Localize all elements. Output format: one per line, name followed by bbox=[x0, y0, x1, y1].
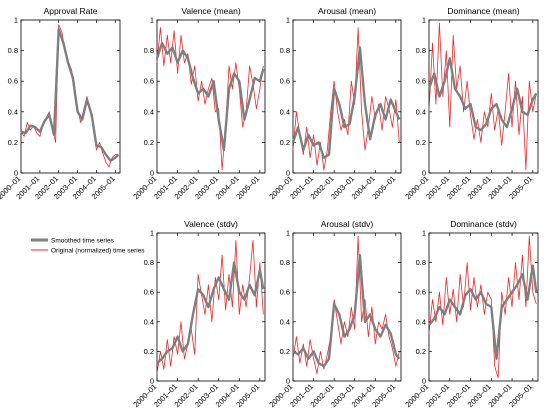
series-line-smoothed bbox=[155, 41, 265, 152]
panel-title: Dominance (mean) bbox=[447, 6, 519, 16]
series-line-smoothed bbox=[156, 261, 265, 365]
y-tick-label: 0.2 bbox=[280, 347, 290, 356]
chart-panel: Valence (stdv)00.20.40.60.812000–012001–… bbox=[131, 219, 266, 409]
y-tick-label: 0 bbox=[150, 169, 154, 178]
y-tick-label: 0.8 bbox=[416, 258, 426, 267]
plot-frame bbox=[20, 19, 121, 174]
y-tick-label: 0 bbox=[422, 169, 426, 178]
y-tick-label: 0.2 bbox=[416, 138, 426, 147]
y-tick-label: 0.6 bbox=[144, 288, 154, 297]
series-line-smoothed bbox=[291, 46, 401, 159]
chart-panel: Valence (mean)00.20.40.60.812000–012001–… bbox=[131, 6, 266, 201]
y-tick-label: 1 bbox=[286, 16, 290, 25]
legend-label-smoothed: Smoothed time series bbox=[51, 238, 115, 245]
legend-label-original: Original (normalized) time series bbox=[51, 248, 145, 255]
chart-panel: Approval Rate00.20.40.60.812000–012001–0… bbox=[0, 6, 121, 201]
series-line-smoothed bbox=[20, 28, 120, 163]
y-tick-label: 0.2 bbox=[144, 138, 154, 147]
legend: Smoothed time series Original (normalize… bbox=[26, 232, 145, 256]
series-line-original bbox=[428, 235, 537, 379]
y-tick-label: 0.8 bbox=[8, 46, 18, 55]
series-line-smoothed bbox=[292, 253, 401, 368]
chart-panel: Arousal (mean)00.20.40.60.812000–012001–… bbox=[267, 6, 402, 201]
y-tick-label: 0.8 bbox=[144, 258, 154, 267]
panel-title: Dominance (stdv) bbox=[450, 219, 517, 229]
y-tick-label: 0.2 bbox=[8, 138, 18, 147]
series-line-smoothed bbox=[428, 264, 538, 360]
y-tick-label: 0.6 bbox=[280, 77, 290, 86]
panel-title: Arousal (mean) bbox=[318, 6, 376, 16]
y-tick-label: 1 bbox=[422, 229, 426, 238]
y-tick-label: 0 bbox=[286, 377, 290, 386]
y-tick-label: 0.6 bbox=[144, 77, 154, 86]
y-tick-label: 0.4 bbox=[280, 107, 290, 116]
y-tick-label: 0.6 bbox=[8, 77, 18, 86]
y-tick-label: 0.8 bbox=[280, 258, 290, 267]
y-tick-label: 0 bbox=[150, 377, 154, 386]
y-tick-label: 1 bbox=[286, 229, 290, 238]
y-tick-label: 0.4 bbox=[416, 317, 426, 326]
y-tick-label: 0.6 bbox=[280, 288, 290, 297]
y-tick-label: 0.6 bbox=[416, 77, 426, 86]
y-tick-label: 0 bbox=[286, 169, 290, 178]
chart-panel: Arousal (stdv)00.20.40.60.812000–012001–… bbox=[267, 219, 402, 409]
chart-panel: Dominance (stdv)00.20.40.60.812000–01200… bbox=[403, 219, 539, 409]
series-line-original bbox=[292, 235, 400, 375]
plot-frame bbox=[428, 19, 539, 174]
panel-title: Valence (stdv) bbox=[184, 219, 238, 229]
y-tick-label: 1 bbox=[422, 16, 426, 25]
y-tick-label: 0 bbox=[14, 169, 18, 178]
y-tick-label: 0 bbox=[422, 377, 426, 386]
x-tick-label: 2005–01 bbox=[507, 382, 534, 409]
y-tick-label: 0.2 bbox=[416, 347, 426, 356]
y-tick-label: 0.6 bbox=[416, 288, 426, 297]
x-tick-label: 2005–01 bbox=[507, 174, 534, 201]
y-tick-label: 0.4 bbox=[8, 107, 18, 116]
legend-box bbox=[26, 232, 127, 256]
y-tick-label: 1 bbox=[14, 16, 18, 25]
y-tick-label: 1 bbox=[150, 16, 154, 25]
y-tick-label: 0.8 bbox=[416, 46, 426, 55]
panel-title: Approval Rate bbox=[44, 6, 98, 16]
y-tick-label: 1 bbox=[150, 229, 154, 238]
y-tick-label: 0.2 bbox=[280, 138, 290, 147]
y-tick-label: 0.4 bbox=[416, 107, 426, 116]
chart-panel: Dominance (mean)00.20.40.60.812000–01200… bbox=[403, 6, 539, 201]
y-tick-label: 0.4 bbox=[144, 317, 154, 326]
series-line-smoothed bbox=[427, 57, 538, 132]
y-tick-label: 0.4 bbox=[144, 107, 154, 116]
y-tick-label: 0.4 bbox=[280, 317, 290, 326]
y-tick-label: 0.2 bbox=[144, 347, 154, 356]
y-tick-label: 0.8 bbox=[144, 46, 154, 55]
panel-title: Arousal (stdv) bbox=[321, 219, 374, 229]
y-tick-label: 0.8 bbox=[280, 46, 290, 55]
panel-title: Valence (mean) bbox=[181, 6, 241, 16]
plot-frame bbox=[156, 232, 266, 382]
plot-frame bbox=[292, 19, 402, 174]
